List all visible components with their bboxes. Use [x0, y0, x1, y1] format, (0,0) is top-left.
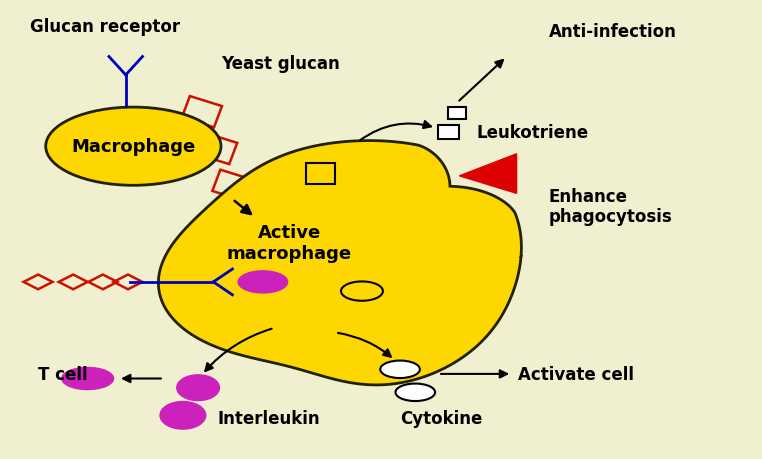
Text: Macrophage: Macrophage — [71, 138, 196, 156]
Ellipse shape — [341, 282, 383, 301]
FancyBboxPatch shape — [448, 108, 466, 119]
Text: Cytokine: Cytokine — [400, 409, 482, 427]
Ellipse shape — [380, 361, 420, 378]
Ellipse shape — [46, 108, 221, 186]
Circle shape — [177, 375, 219, 401]
FancyBboxPatch shape — [438, 126, 459, 140]
Circle shape — [160, 402, 206, 429]
Ellipse shape — [238, 271, 287, 293]
Text: T cell: T cell — [38, 365, 88, 383]
Ellipse shape — [62, 368, 114, 390]
Text: Leukotriene: Leukotriene — [476, 124, 588, 142]
Text: Enhance
phagocytosis: Enhance phagocytosis — [549, 187, 672, 226]
Text: Yeast glucan: Yeast glucan — [221, 55, 340, 73]
Text: Activate cell: Activate cell — [518, 365, 634, 383]
FancyBboxPatch shape — [306, 164, 335, 185]
Text: Anti-infection: Anti-infection — [549, 23, 677, 41]
Polygon shape — [158, 141, 521, 385]
Text: Interleukin: Interleukin — [217, 409, 320, 427]
Text: Active
macrophage: Active macrophage — [227, 224, 352, 263]
Ellipse shape — [395, 384, 435, 401]
Polygon shape — [459, 154, 517, 194]
Text: Glucan receptor: Glucan receptor — [30, 18, 181, 36]
